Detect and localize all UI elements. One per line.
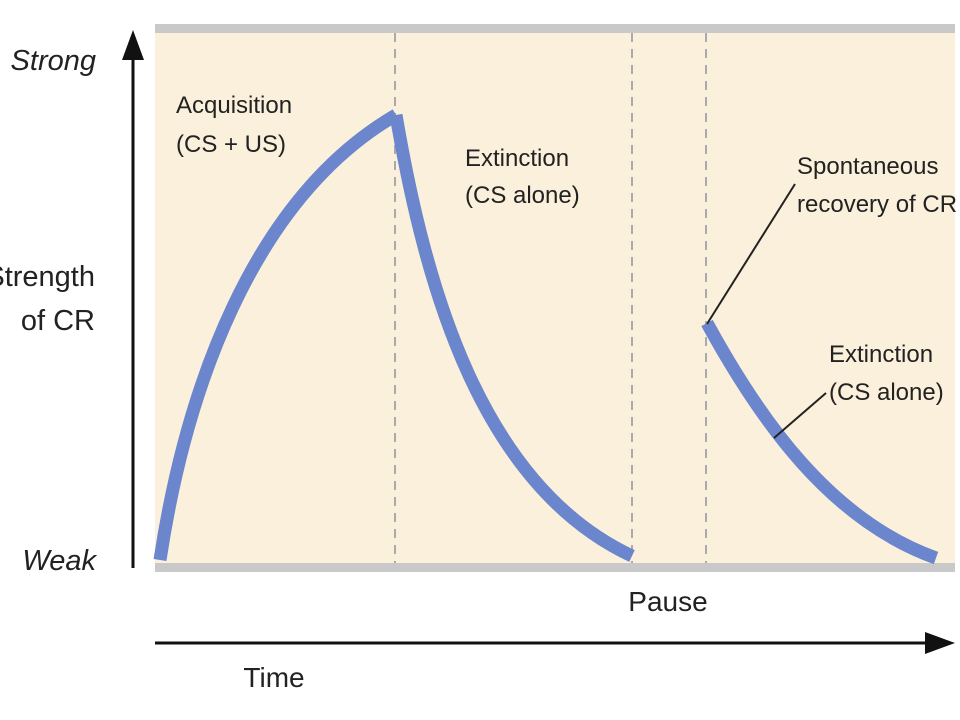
spontaneous-recovery-leader: [706, 183, 796, 325]
spontaneous-recovery-label-line2: recovery of CR: [797, 191, 957, 218]
extinction-1-label-line1: Extinction: [465, 145, 569, 172]
bottom-band: [155, 563, 955, 572]
spontaneous-recovery-label-line1: Spontaneous: [797, 153, 938, 180]
extinction-1-label-line2: (CS alone): [465, 182, 580, 209]
extinction-2-label-line1: Extinction: [829, 341, 933, 368]
pause-label: Pause: [628, 586, 707, 617]
top-band: [155, 24, 955, 33]
extinction-2-label-line2: (CS alone): [829, 379, 944, 406]
time-arrow-icon: [155, 632, 955, 654]
y-axis-bottom-label: Weak: [22, 545, 97, 577]
y-axis-arrow-icon: [122, 30, 144, 568]
y-axis-title-line1: Strength: [0, 261, 95, 293]
acquisition-label-line2: (CS + US): [176, 131, 286, 158]
acquisition-label-line1: Acquisition: [176, 92, 292, 119]
y-axis-top-label: Strong: [11, 45, 96, 77]
time-axis-title: Time: [243, 662, 304, 693]
acquisition-curve: [153, 109, 400, 561]
y-axis-title-line2: of CR: [21, 305, 95, 337]
extinction-2-leader: [773, 392, 827, 439]
extinction-curve-1: [389, 113, 635, 562]
extinction-curve-2: [701, 319, 939, 565]
